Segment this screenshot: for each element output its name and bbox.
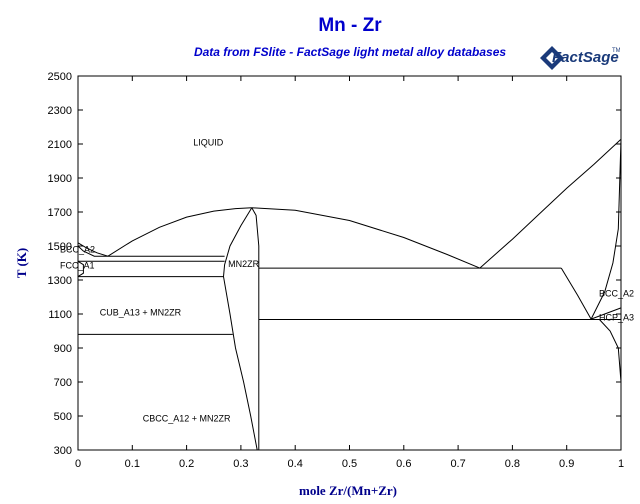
hcp-solvus-curve xyxy=(598,319,622,383)
y-tick-label: 1700 xyxy=(48,207,72,219)
chart-subtitle: Data from FSlite - FactSage light metal … xyxy=(193,45,507,59)
phase-labels: LIQUID BCC_A2 FCC_A1 MN2ZR CUB_A13 + MN2ZR CB… xyxy=(60,137,634,423)
phase-label: HCP_A3 xyxy=(599,312,634,322)
x-axis-ticks: 0 0.1 0.2 0.3 0.4 0.5 0.6 0.7 0.8 0.9 1 xyxy=(75,76,624,470)
y-axis-ticks: 300 500 700 900 1100 1300 1500 1700 1900 2100 2300… xyxy=(48,71,621,457)
factsage-logo-mark-icon xyxy=(540,46,564,70)
x-tick-label: 0.1 xyxy=(125,458,140,470)
phase-label: CUB_A13 + MN2ZR xyxy=(100,307,182,317)
x-tick-label: 0.9 xyxy=(559,458,574,470)
factsage-logo-text: FactSage xyxy=(552,49,619,66)
y-tick-label: 700 xyxy=(54,377,72,389)
x-tick-label: 0.8 xyxy=(505,458,520,470)
phase-label: BCC_A2 xyxy=(60,244,95,254)
x-tick-label: 0 xyxy=(75,458,81,470)
x-tick-label: 0.5 xyxy=(342,458,357,470)
y-tick-label: 1300 xyxy=(48,275,72,287)
x-tick-label: 0.6 xyxy=(396,458,411,470)
bcc-zr-solvus-curve xyxy=(590,139,622,320)
factsage-logo: FactSage TM xyxy=(540,46,620,70)
isotherm-lines xyxy=(78,255,621,335)
plot-frame xyxy=(77,75,622,451)
y-tick-label: 300 xyxy=(54,445,72,457)
liquidus-mn-side-curve xyxy=(77,242,109,257)
mn-fcc-loop-curve xyxy=(77,260,84,278)
y-tick-label: 2500 xyxy=(48,71,72,83)
x-tick-label: 0.4 xyxy=(288,458,303,470)
phase-label: MN2ZR xyxy=(228,259,259,269)
phase-label: FCC_A1 xyxy=(60,261,95,271)
x-axis-label: mole Zr/(Mn+Zr) xyxy=(299,483,397,498)
liquidus-zr-side-curve xyxy=(479,138,622,269)
factsage-logo-tm: TM xyxy=(612,48,620,54)
phase-label: LIQUID xyxy=(193,137,224,147)
mn-bcc-fcc-curve xyxy=(77,245,108,257)
y-axis-label: T (K) xyxy=(14,248,29,278)
y-tick-label: 1100 xyxy=(48,309,72,321)
y-tick-label: 2300 xyxy=(48,105,72,117)
chart-title: Mn - Zr xyxy=(318,15,382,36)
y-tick-label: 1900 xyxy=(48,173,72,185)
mn2zr-left-lower-curve xyxy=(223,276,258,451)
phase-label: CBCC_A12 + MN2ZR xyxy=(143,414,231,424)
y-tick-label: 2100 xyxy=(48,139,72,151)
y-tick-label: 1500 xyxy=(48,241,72,253)
liquidus-left-curve xyxy=(107,207,252,257)
liquidus-right-curve xyxy=(251,207,480,269)
mn2zr-left-upper-curve xyxy=(223,207,253,277)
x-tick-label: 1 xyxy=(618,458,624,470)
x-tick-label: 0.7 xyxy=(450,458,465,470)
x-tick-label: 0.3 xyxy=(233,458,248,470)
phase-label: BCC_A2 xyxy=(599,289,634,299)
y-tick-label: 900 xyxy=(54,343,72,355)
y-tick-label: 500 xyxy=(54,411,72,423)
phase-boundaries xyxy=(77,138,622,451)
mn2zr-right-curve xyxy=(251,207,260,450)
x-tick-label: 0.2 xyxy=(179,458,194,470)
